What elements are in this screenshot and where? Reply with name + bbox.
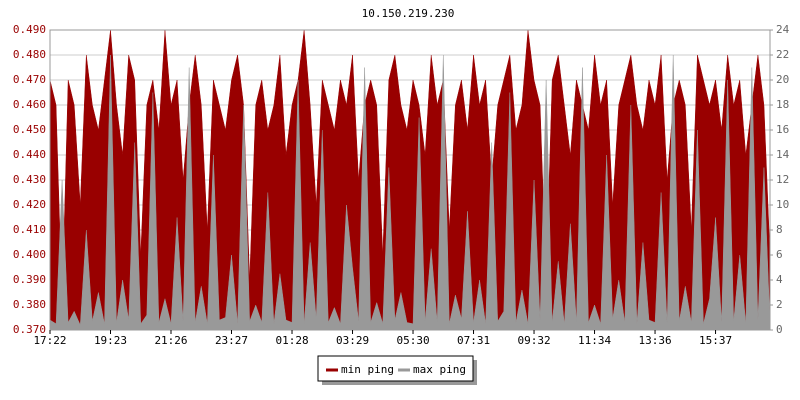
x-tick-label: 05:30 bbox=[396, 334, 429, 347]
area bbox=[49, 54, 771, 331]
x-tick-label: 01:28 bbox=[275, 334, 308, 347]
x-tick-label: 09:32 bbox=[517, 334, 550, 347]
y2-tick-label: 20 bbox=[776, 73, 789, 86]
y-tick-label: 0.370 bbox=[13, 323, 46, 336]
y-tick-label: 0.430 bbox=[13, 173, 46, 186]
y-tick-label: 0.490 bbox=[13, 23, 46, 36]
y2-tick-label: 0 bbox=[776, 323, 783, 336]
y-tick-label: 0.480 bbox=[13, 48, 46, 61]
y-tick-label: 0.460 bbox=[13, 98, 46, 111]
y2-tick-label: 24 bbox=[776, 23, 790, 36]
chart-title: 10.150.219.230 bbox=[362, 7, 455, 20]
y2-tick-label: 4 bbox=[776, 273, 783, 286]
y-tick-label: 0.390 bbox=[13, 273, 46, 286]
y2-tick-label: 18 bbox=[776, 98, 789, 111]
y2-tick-label: 8 bbox=[776, 223, 783, 236]
y-tick-label: 0.440 bbox=[13, 148, 46, 161]
x-tick-label: 15:37 bbox=[699, 334, 732, 347]
y-tick-label: 0.380 bbox=[13, 298, 46, 311]
x-tick-label: 07:31 bbox=[457, 334, 490, 347]
plot-border bbox=[49, 29, 771, 331]
y-tick-label: 0.400 bbox=[13, 248, 46, 261]
y2-tick-label: 6 bbox=[776, 248, 783, 261]
y-tick-label: 0.410 bbox=[13, 223, 46, 236]
x-tick-label: 03:29 bbox=[336, 334, 369, 347]
y-tick-label: 0.420 bbox=[13, 198, 46, 211]
x-tick-label: 23:27 bbox=[215, 334, 248, 347]
legend-box bbox=[317, 355, 474, 382]
x-tick-label: 13:36 bbox=[638, 334, 671, 347]
legend-label: max ping bbox=[413, 363, 466, 376]
y-tick-label: 0.470 bbox=[13, 73, 46, 86]
y2-tick-label: 10 bbox=[776, 198, 789, 211]
area bbox=[49, 29, 771, 331]
x-tick-label: 17:22 bbox=[33, 334, 66, 347]
legend-label: min ping bbox=[341, 363, 394, 376]
x-tick-label: 19:23 bbox=[94, 334, 127, 347]
y2-tick-label: 2 bbox=[776, 298, 783, 311]
y2-tick-label: 12 bbox=[776, 173, 789, 186]
y2-tick-label: 22 bbox=[776, 48, 789, 61]
x-tick-label: 11:34 bbox=[578, 334, 611, 347]
x-tick-label: 21:26 bbox=[154, 334, 187, 347]
y-tick-label: 0.450 bbox=[13, 123, 46, 136]
y2-tick-label: 14 bbox=[776, 148, 790, 161]
y2-tick-label: 16 bbox=[776, 123, 789, 136]
